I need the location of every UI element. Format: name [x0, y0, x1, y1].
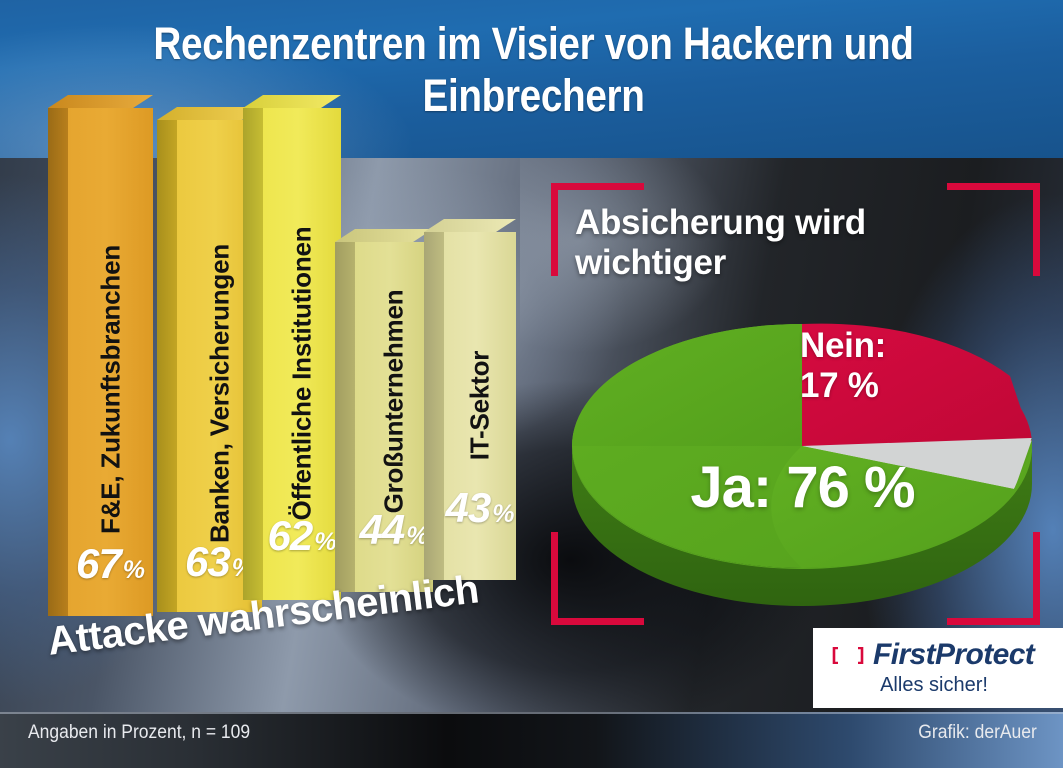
logo-wordmark: FirstProtect	[873, 638, 1035, 671]
pie-chart-svg	[571, 323, 1032, 606]
logo-tagline: Alles sicher!	[880, 674, 988, 696]
bar-front-face	[263, 108, 341, 600]
page-title: Rechenzentren im Visier von Hackern und …	[153, 18, 914, 121]
pie-label-ja: Ja: 76 %	[690, 455, 915, 520]
bar-side-face	[48, 108, 68, 616]
bar-top-face	[335, 229, 433, 242]
bar-front-face	[444, 232, 516, 580]
bar-item: IT-Sektor 43%	[424, 219, 516, 580]
bracket-frame-icon	[831, 646, 865, 664]
bar-label: F&E, Zukunftsbranchen	[95, 244, 125, 535]
bracket-bottom-right-icon	[947, 532, 1040, 625]
bar-value: 62%	[268, 512, 337, 560]
bar-value-number: 62	[267, 512, 314, 559]
bar-side-face	[335, 242, 355, 592]
bar-top-face	[48, 95, 153, 108]
pie-slice-ja-upper	[572, 324, 802, 446]
bar-side-face	[424, 232, 444, 580]
footer-credit: Grafik: derAuer	[918, 722, 1037, 743]
pie-label-nein-line1: Nein:	[800, 326, 887, 365]
pie-slice-ja-lower	[771, 446, 1014, 568]
bar-top-face	[424, 219, 516, 232]
bar-value: 67%	[76, 540, 145, 588]
bar-label: Öffentliche Institutionen	[286, 226, 317, 521]
bracket-top-left-icon	[551, 183, 644, 276]
pie-label-nein-line2: 17 %	[800, 366, 879, 405]
logo-row: FirstProtect	[831, 638, 1045, 672]
bar-front-face	[68, 108, 153, 616]
pie-label-nein: Nein: 17 %	[800, 326, 886, 406]
bar-value-percent: %	[122, 556, 145, 584]
bar-label: Banken, Versicherungen	[204, 243, 234, 544]
footer-divider	[0, 712, 1063, 714]
bar-item: Öffentliche Institutionen 62%	[243, 95, 341, 600]
footer-band	[0, 712, 1063, 768]
bar-item: Großunternehmen 44%	[335, 229, 433, 592]
logo-card: FirstProtect Alles sicher!	[813, 628, 1063, 708]
bracket-right-icon	[850, 646, 864, 664]
footer-note: Angaben in Prozent, n = 109	[28, 722, 251, 743]
logo-inner: FirstProtect Alles sicher!	[831, 638, 1045, 697]
pie-side-face	[572, 446, 1032, 606]
bar-value-percent: %	[406, 522, 429, 550]
bar-label: IT-Sektor	[464, 350, 495, 461]
pie-chart: Nein: 17 % Ja: 76 %	[567, 286, 1037, 606]
pie-chart-title: Absicherung wird wichtiger	[575, 203, 866, 282]
bar-chart: F&E, Zukunftsbranchen 67% Banken, Versic…	[0, 0, 560, 720]
bar-value: 43%	[446, 484, 515, 532]
bar-value-number: 43	[445, 484, 492, 531]
bracket-top-right-icon	[947, 183, 1040, 276]
bracket-left-icon	[832, 646, 846, 664]
pie-slice-keine-angabe-wedge	[802, 438, 1032, 489]
bar-value-number: 63	[185, 538, 231, 585]
bar-front-face	[355, 242, 433, 592]
bar-label: Großunternehmen	[378, 289, 409, 514]
bar-item: F&E, Zukunftsbranchen 67%	[48, 95, 153, 616]
bar-value-percent: %	[314, 528, 337, 556]
bar-side-face	[243, 108, 263, 600]
bracket-bottom-left-icon	[551, 532, 644, 625]
bar-value-percent: %	[492, 500, 515, 528]
pie-slice-nein-arc	[802, 324, 1032, 446]
bar-side-face	[157, 120, 177, 612]
bar-top-face	[243, 95, 341, 108]
bar-value-number: 67	[76, 540, 122, 587]
bar-value: 44%	[360, 506, 429, 554]
bar-value-number: 44	[359, 506, 406, 553]
bar-top-face	[157, 107, 262, 120]
